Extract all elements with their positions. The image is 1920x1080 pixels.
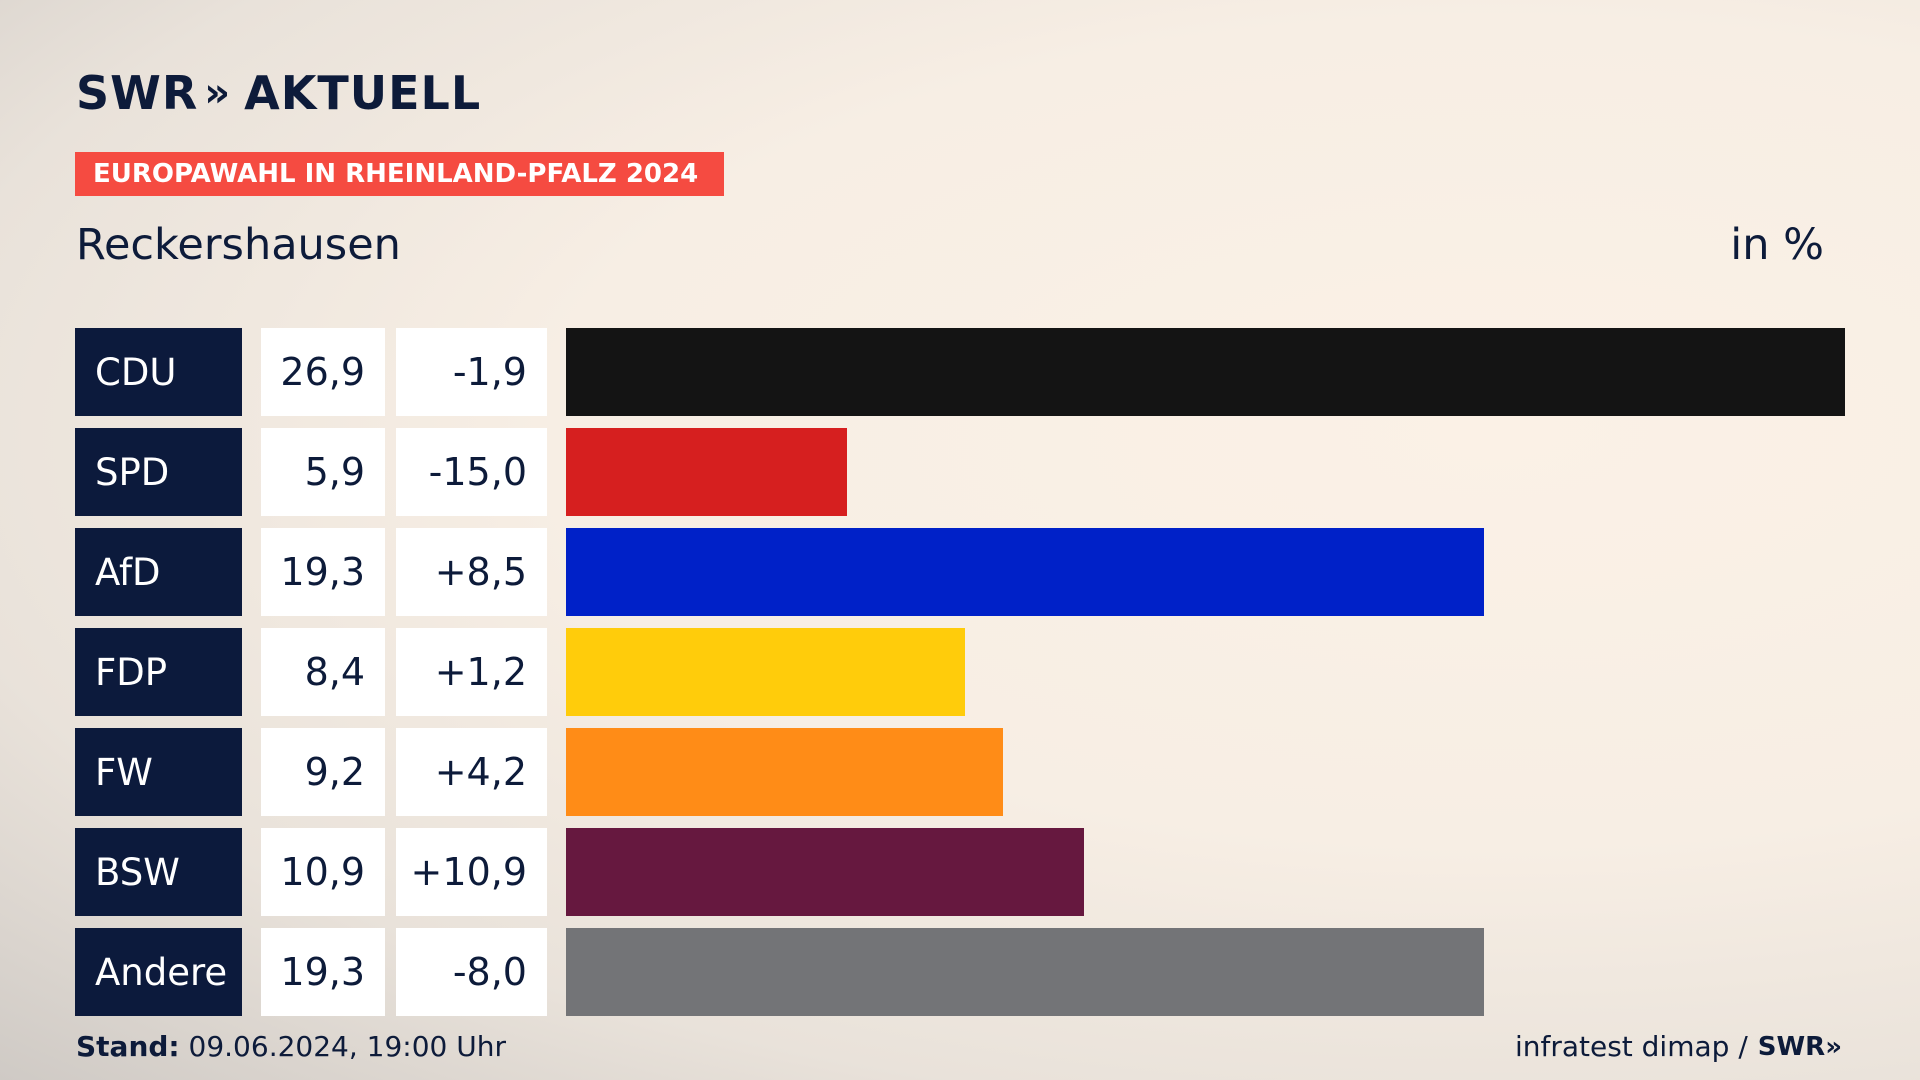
change-label: +4,2 [396, 728, 547, 816]
footer-stand: Stand: 09.06.2024, 19:00 Uhr [76, 1030, 506, 1063]
source-text: infratest dimap / [1514, 1030, 1748, 1063]
vote-share-label: 10,9 [261, 828, 385, 916]
change-label: -15,0 [396, 428, 547, 516]
bar-spd [566, 428, 847, 516]
party-label: Andere [75, 928, 242, 1016]
party-label: FW [75, 728, 242, 816]
unit-label: in % [1730, 220, 1824, 270]
vote-share-label: 5,9 [261, 428, 385, 516]
party-label: BSW [75, 828, 242, 916]
footer-source: infratest dimap / SWR» [1515, 1030, 1842, 1063]
party-label: AfD [75, 528, 242, 616]
party-label: FDP [75, 628, 242, 716]
party-label: SPD [75, 428, 242, 516]
change-label: +1,2 [396, 628, 547, 716]
logo-swr-text: SWR [76, 66, 199, 120]
stand-label: Stand: [76, 1030, 180, 1063]
stand-value: 09.06.2024, 19:00 Uhr [188, 1030, 506, 1063]
bar-bsw [566, 828, 1084, 916]
logo-aktuell-text: AKTUELL [244, 66, 482, 120]
swr-mini-logo: SWR» [1757, 1031, 1842, 1062]
vote-share-label: 8,4 [261, 628, 385, 716]
change-label: -8,0 [396, 928, 547, 1016]
chevron-right-icon: » [204, 70, 230, 116]
election-banner: EUROPAWAHL IN RHEINLAND-PFALZ 2024 [75, 152, 724, 196]
vote-share-label: 19,3 [261, 928, 385, 1016]
bar-andere [566, 928, 1484, 1016]
swr-aktuell-logo: SWR » AKTUELL [76, 66, 481, 120]
bar-fw [566, 728, 1003, 816]
vote-share-label: 19,3 [261, 528, 385, 616]
vote-share-label: 26,9 [261, 328, 385, 416]
place-title: Reckershausen [76, 220, 401, 270]
change-label: +10,9 [396, 828, 547, 916]
bar-afd [566, 528, 1484, 616]
vote-share-label: 9,2 [261, 728, 385, 816]
change-label: +8,5 [396, 528, 547, 616]
bar-cdu [566, 328, 1845, 416]
party-label: CDU [75, 328, 242, 416]
change-label: -1,9 [396, 328, 547, 416]
bar-fdp [566, 628, 965, 716]
